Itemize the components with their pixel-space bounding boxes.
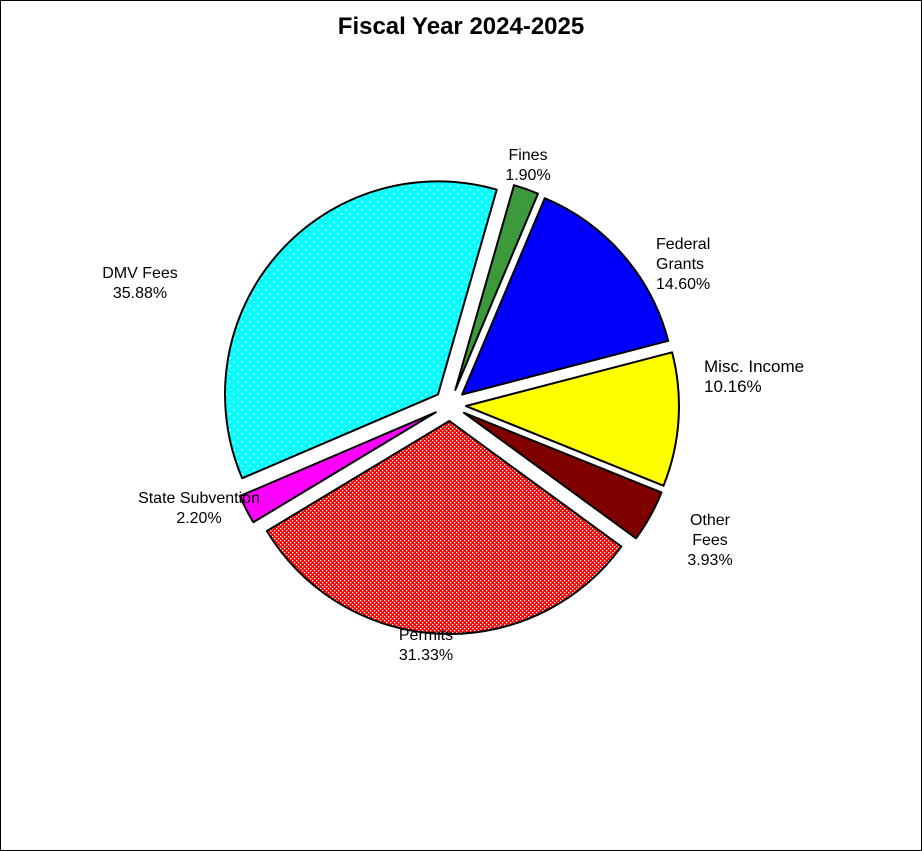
slice-label-permits: Permits 31.33% [399, 627, 453, 664]
pie-slice-other [462, 411, 663, 540]
slice-label-dmv-fees: DMV Fees 35.88% [102, 265, 178, 302]
chart-title: Fiscal Year 2024-2025 [337, 13, 585, 40]
pie-slice-fines [454, 184, 539, 391]
pie-slice-permits [265, 419, 623, 635]
pie-slice-federal [461, 197, 670, 396]
pie-slice-dmv-fees [224, 180, 498, 480]
slice-label-federal: Federal Grants 14.60% [656, 236, 710, 293]
pie-slice-misc-income [464, 351, 680, 487]
slice-label-fines: Fines 1.90% [505, 147, 550, 184]
pie-slice-state-subvention [238, 411, 437, 524]
slice-label-misc-income: Misc. Income 10.16% [704, 357, 804, 396]
slice-label-state-subvention: State Subvention 2.20% [138, 490, 260, 527]
slice-label-other: Other Fees 3.93% [687, 512, 732, 569]
